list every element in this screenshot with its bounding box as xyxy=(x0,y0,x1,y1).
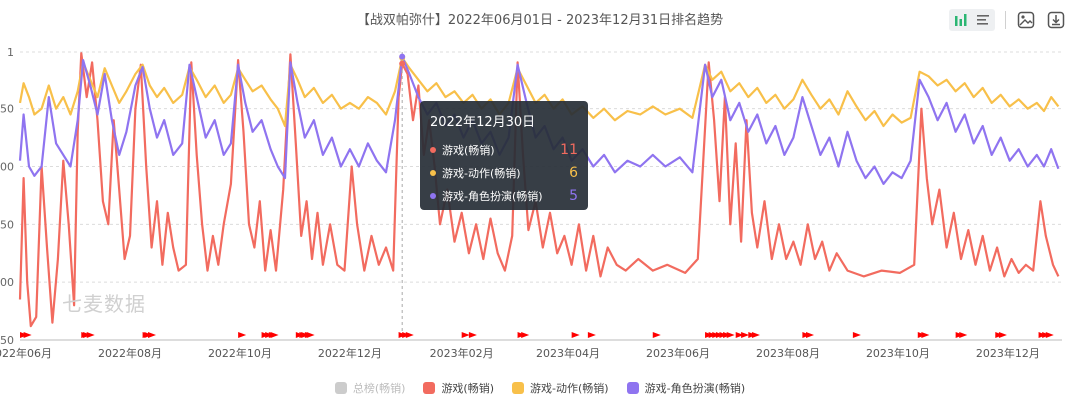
event-flag-icon xyxy=(147,332,156,340)
hover-point xyxy=(399,60,406,67)
legend-item-total[interactable]: 总榜(畅销) xyxy=(334,380,406,396)
rank-trend-chart[interactable]: 1501001502002502022年06月2022年08月2022年10月2… xyxy=(0,0,1080,370)
x-tick-label: 2022年12月 xyxy=(318,346,382,360)
tooltip-row: 游戏-角色扮演(畅销) 5 xyxy=(430,184,578,207)
hover-point xyxy=(399,53,406,60)
tooltip-value: 5 xyxy=(569,187,578,204)
tooltip-dot xyxy=(430,169,436,176)
x-tick-label: 2022年08月 xyxy=(98,346,162,360)
x-tick-label: 2023年04月 xyxy=(536,346,600,360)
y-tick-label: 100 xyxy=(0,161,14,174)
legend-swatch xyxy=(423,382,436,394)
tooltip-value: 6 xyxy=(569,164,578,181)
y-tick-label: 150 xyxy=(0,218,14,231)
event-flag-icon xyxy=(751,332,760,340)
x-tick-label: 2022年10月 xyxy=(208,346,272,360)
image-icon[interactable] xyxy=(1016,10,1036,30)
legend-swatch xyxy=(334,382,347,394)
chart-legend: 总榜(畅销) 游戏(畅销) 游戏-动作(畅销) 游戏-角色扮演(畅销) xyxy=(0,380,1080,396)
event-flag-icon xyxy=(921,332,930,340)
event-flag-icon xyxy=(461,332,470,340)
list-icon[interactable] xyxy=(973,10,993,30)
legend-label: 游戏-动作(畅销) xyxy=(530,382,609,395)
event-flag-icon xyxy=(270,332,279,340)
y-tick-label: 200 xyxy=(0,276,14,289)
event-flag-icon xyxy=(571,332,580,340)
y-tick-label: 50 xyxy=(0,103,14,116)
event-flag-icon xyxy=(587,332,596,340)
tooltip-dot xyxy=(430,192,436,199)
event-flag-icon xyxy=(238,332,247,340)
x-tick-label: 2023年08月 xyxy=(756,346,820,360)
y-tick-label: 250 xyxy=(0,334,14,347)
watermark-logo: 七麦数据 xyxy=(62,292,146,316)
event-flag-icon xyxy=(652,332,661,340)
event-flag-icon xyxy=(998,332,1007,340)
chart-tooltip: 2022年12月30日 游戏(畅销) 11 游戏-动作(畅销) 6 游戏-角色扮… xyxy=(420,101,588,210)
chart-title: 【战双帕弥什】2022年06月01日 - 2023年12月31日排名趋势 xyxy=(356,13,724,28)
x-tick-label: 2023年12月 xyxy=(976,346,1040,360)
bar-chart-icon[interactable] xyxy=(951,10,971,30)
legend-item-rpg[interactable]: 游戏-角色扮演(畅销) xyxy=(626,380,746,396)
legend-label: 总榜(畅销) xyxy=(352,382,406,395)
legend-swatch xyxy=(512,382,525,394)
event-flag-icon xyxy=(23,332,32,340)
tooltip-row: 游戏(畅销) 11 xyxy=(430,138,578,161)
event-flag-icon xyxy=(852,332,861,340)
tooltip-value: 11 xyxy=(560,141,578,158)
series-line xyxy=(18,52,1060,328)
series-line xyxy=(18,56,1060,128)
event-flag-icon xyxy=(1045,332,1054,340)
legend-swatch xyxy=(626,382,639,394)
event-flag-icon xyxy=(741,332,750,340)
event-flag-icon xyxy=(735,332,744,340)
legend-item-action[interactable]: 游戏-动作(畅销) xyxy=(512,380,609,396)
download-icon[interactable] xyxy=(1046,10,1066,30)
y-tick-label: 1 xyxy=(7,46,14,59)
event-flag-icon xyxy=(405,332,414,340)
x-tick-label: 2023年02月 xyxy=(430,346,494,360)
event-flag-icon xyxy=(726,332,735,340)
event-flag-icon xyxy=(959,332,968,340)
tooltip-series-name: 游戏-角色扮演(畅销) xyxy=(442,189,543,203)
x-tick-label: 2022年06月 xyxy=(0,346,52,360)
tooltip-series-name: 游戏(畅销) xyxy=(442,143,495,157)
toolbar-separator xyxy=(1005,11,1006,29)
event-flag-icon xyxy=(306,332,315,340)
tooltip-row: 游戏-动作(畅销) 6 xyxy=(430,161,578,184)
x-tick-label: 2023年06月 xyxy=(646,346,710,360)
x-tick-label: 2023年10月 xyxy=(866,346,930,360)
legend-label: 游戏-角色扮演(畅销) xyxy=(644,382,746,395)
legend-label: 游戏(畅销) xyxy=(441,382,495,395)
chart-toolbar xyxy=(949,9,1066,31)
view-toggle xyxy=(949,9,995,31)
tooltip-dot xyxy=(430,146,436,153)
event-flag-icon xyxy=(521,332,530,340)
event-flag-icon xyxy=(86,332,95,340)
legend-item-game[interactable]: 游戏(畅销) xyxy=(423,380,494,396)
tooltip-series-name: 游戏-动作(畅销) xyxy=(442,166,521,180)
event-flag-icon xyxy=(806,332,815,340)
event-flag-icon xyxy=(468,332,477,340)
tooltip-date: 2022年12月30日 xyxy=(430,115,536,130)
